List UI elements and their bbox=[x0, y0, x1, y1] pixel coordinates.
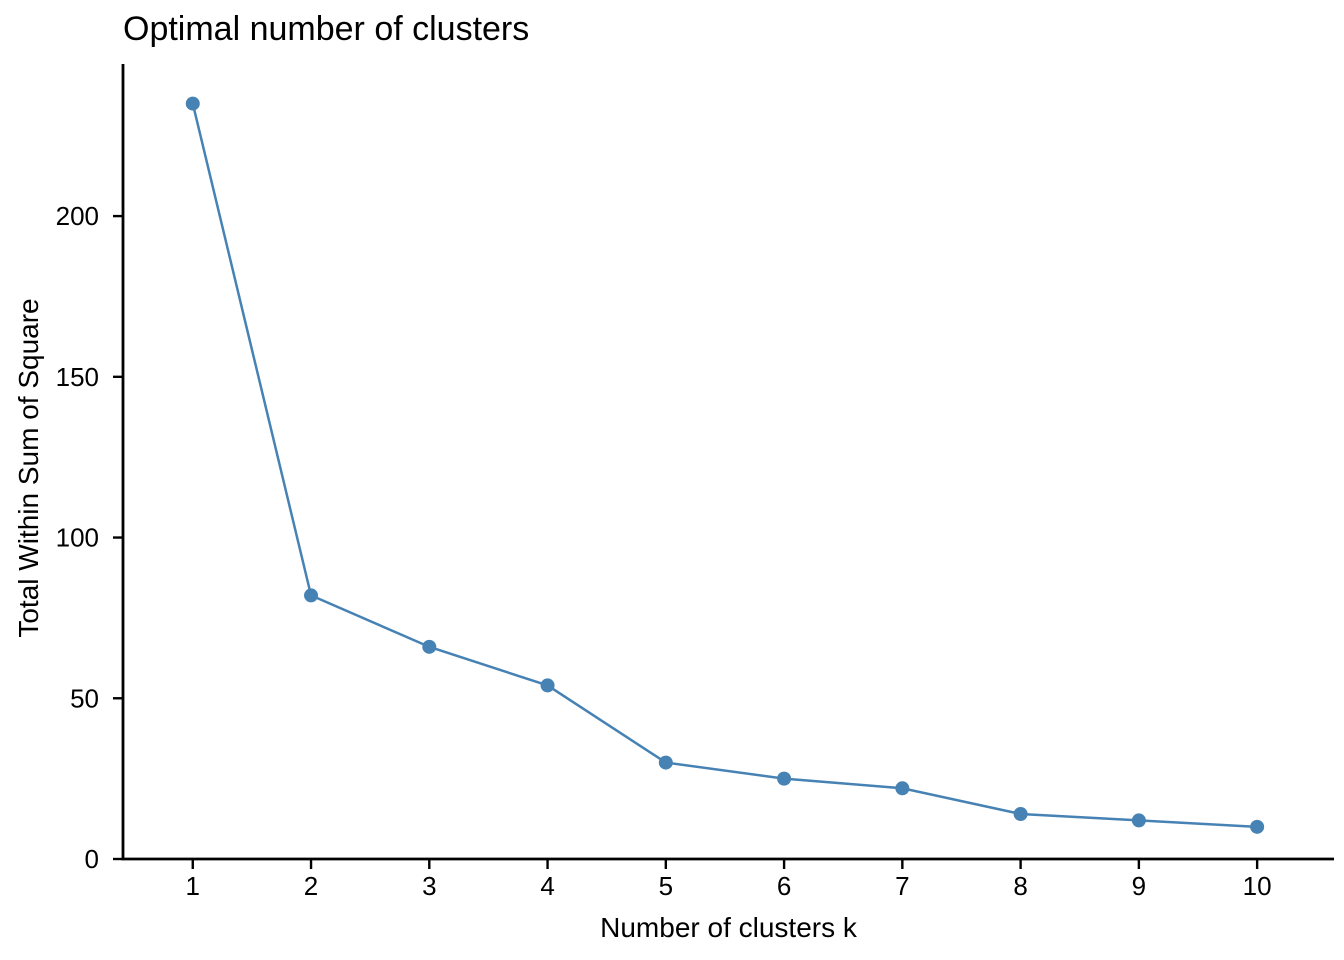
x-tick-label: 2 bbox=[304, 871, 318, 901]
y-tick-label: 50 bbox=[70, 683, 99, 713]
x-axis-title: Number of clusters k bbox=[600, 912, 857, 943]
x-tick-label: 10 bbox=[1243, 871, 1272, 901]
x-tick-label: 7 bbox=[895, 871, 909, 901]
y-tick-label: 0 bbox=[85, 844, 99, 874]
x-tick-label: 4 bbox=[540, 871, 554, 901]
wss-series bbox=[185, 96, 1265, 834]
data-point bbox=[540, 678, 555, 693]
x-axis-ticks: 1 2 3 4 5 6 7 8 9 10 bbox=[186, 859, 1272, 901]
y-tick-label: 150 bbox=[56, 362, 99, 392]
y-tick-label: 200 bbox=[56, 201, 99, 231]
data-point bbox=[1013, 806, 1028, 821]
x-tick-label: 8 bbox=[1013, 871, 1027, 901]
data-point bbox=[777, 771, 792, 786]
data-point bbox=[422, 639, 437, 654]
x-tick-label: 1 bbox=[186, 871, 200, 901]
data-point bbox=[304, 588, 319, 603]
x-tick-label: 6 bbox=[777, 871, 791, 901]
y-tick-label: 100 bbox=[56, 523, 99, 553]
data-point bbox=[1250, 819, 1265, 834]
data-point bbox=[1131, 813, 1146, 828]
y-axis-ticks: 0 50 100 150 200 bbox=[56, 201, 123, 874]
data-point bbox=[658, 755, 673, 770]
wss-line bbox=[191, 103, 1258, 829]
chart-title: Optimal number of clusters bbox=[123, 10, 530, 48]
x-tick-label: 5 bbox=[659, 871, 673, 901]
x-tick-label: 9 bbox=[1132, 871, 1146, 901]
data-point bbox=[895, 781, 910, 796]
data-point bbox=[185, 96, 200, 111]
x-tick-label: 3 bbox=[422, 871, 436, 901]
